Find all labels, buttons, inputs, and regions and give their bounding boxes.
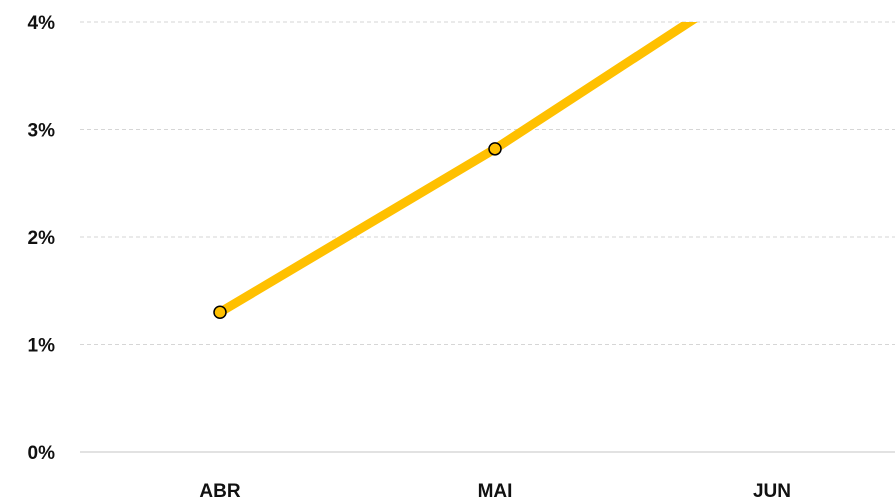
data-point-marker xyxy=(488,142,502,156)
x-tick-label: MAI xyxy=(478,481,513,502)
markers xyxy=(213,142,502,319)
y-tick-label: 1% xyxy=(28,336,56,357)
x-tick-label: JUN xyxy=(753,481,791,502)
x-tick-label: ABR xyxy=(199,481,240,502)
y-tick-label: 0% xyxy=(28,443,56,464)
x-axis-ticks: ABR MAI JUN xyxy=(199,481,791,502)
y-tick-label: 3% xyxy=(28,121,56,142)
gridlines xyxy=(80,21,895,453)
series-line xyxy=(215,22,698,317)
y-tick-label: 2% xyxy=(28,228,56,249)
y-tick-label: 4% xyxy=(28,13,56,34)
series xyxy=(215,22,698,317)
data-point-marker xyxy=(213,305,227,319)
y-axis-ticks: 0% 1% 2% 3% 4% xyxy=(28,13,56,464)
